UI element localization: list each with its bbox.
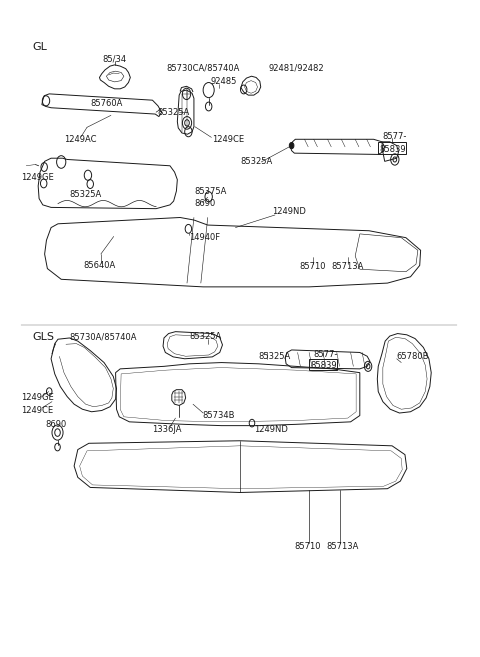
Text: 85839: 85839 xyxy=(380,145,406,154)
Text: 85375A: 85375A xyxy=(194,187,226,196)
Text: 85713A: 85713A xyxy=(331,262,364,271)
Text: GL: GL xyxy=(33,41,48,51)
Text: 85325A: 85325A xyxy=(157,108,189,118)
Circle shape xyxy=(289,143,294,148)
Text: 92485: 92485 xyxy=(210,77,237,86)
Text: 1249GE: 1249GE xyxy=(21,173,54,181)
Text: 1336JA: 1336JA xyxy=(153,425,182,434)
Text: 8577-: 8577- xyxy=(383,131,407,141)
Text: 1249GE: 1249GE xyxy=(21,394,54,402)
Text: 85730A/85740A: 85730A/85740A xyxy=(70,332,137,341)
Text: 85839: 85839 xyxy=(311,361,337,370)
Text: 85710: 85710 xyxy=(299,262,325,271)
Text: 1249ND: 1249ND xyxy=(272,207,306,215)
Text: 8690: 8690 xyxy=(46,420,67,429)
Text: 1249ND: 1249ND xyxy=(254,425,288,434)
Text: 85325A: 85325A xyxy=(189,332,222,341)
Text: 1249CE: 1249CE xyxy=(21,406,53,415)
Text: 85325A: 85325A xyxy=(258,352,291,361)
Text: 1249AC: 1249AC xyxy=(64,135,96,144)
Text: 85710: 85710 xyxy=(294,541,321,551)
Text: 8577-: 8577- xyxy=(314,350,338,359)
Circle shape xyxy=(55,443,60,451)
Text: 85734B: 85734B xyxy=(202,411,235,420)
Text: 85640A: 85640A xyxy=(84,261,116,270)
Text: 92481/92482: 92481/92482 xyxy=(269,64,324,72)
Text: 85/34: 85/34 xyxy=(103,54,127,63)
Text: 85730CA/85740A: 85730CA/85740A xyxy=(166,64,240,72)
Text: 85325A: 85325A xyxy=(240,158,272,166)
Text: 85713A: 85713A xyxy=(326,541,359,551)
Text: GLS: GLS xyxy=(33,332,55,342)
Text: 85325A: 85325A xyxy=(70,191,102,199)
Text: 85760A: 85760A xyxy=(90,99,122,108)
Text: 1249CE: 1249CE xyxy=(212,135,244,144)
Text: 8690: 8690 xyxy=(194,199,215,208)
Text: 65780B: 65780B xyxy=(396,352,429,361)
Text: 14940F: 14940F xyxy=(189,233,220,242)
